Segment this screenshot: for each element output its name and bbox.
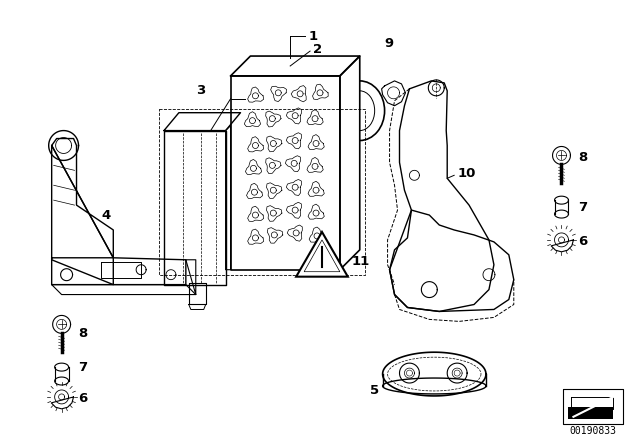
Text: 1: 1 <box>308 30 317 43</box>
Text: 00190833: 00190833 <box>570 426 617 436</box>
Text: 3: 3 <box>196 84 205 97</box>
Text: 8: 8 <box>79 327 88 340</box>
Text: 7: 7 <box>579 201 588 214</box>
Text: 9: 9 <box>385 37 394 50</box>
Text: 6: 6 <box>79 392 88 405</box>
Text: 7: 7 <box>79 361 88 374</box>
Text: 5: 5 <box>370 384 379 397</box>
Text: 10: 10 <box>457 167 476 180</box>
Text: 11: 11 <box>352 255 370 268</box>
Polygon shape <box>296 232 348 277</box>
Text: 2: 2 <box>313 43 322 56</box>
Text: 8: 8 <box>579 151 588 164</box>
Text: 4: 4 <box>101 209 111 222</box>
FancyBboxPatch shape <box>568 407 613 419</box>
Text: 6: 6 <box>579 235 588 248</box>
